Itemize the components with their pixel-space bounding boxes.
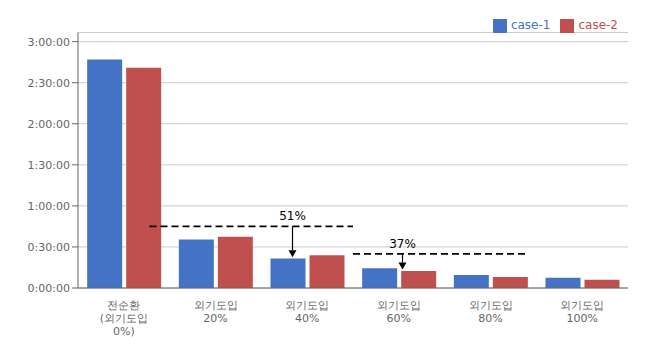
html-text:case-2: case-2 [578,18,618,32]
svg-text:1:00:00: 1:00:00 [28,200,70,213]
svg-text:전순환(외기도입0%): 전순환(외기도입0%) [100,299,148,338]
svg-text:2:00:00: 2:00:00 [28,118,70,131]
svg-text:0:00:00: 0:00:00 [28,282,70,295]
html-text:case-1: case-1 [510,18,551,32]
svg-text:2:30:00: 2:30:00 [28,77,70,90]
svg-text:51%: 51% [279,209,306,223]
svg-text:3:00:00: 3:00:00 [28,36,70,49]
svg-text:외기도입40%: 외기도입40% [285,299,329,325]
svg-text:외기도입20%: 외기도입20% [194,299,238,325]
svg-text:0:30:00: 0:30:00 [28,241,70,254]
svg-text:외기도입100%: 외기도입100% [560,299,604,325]
svg-text:외기도입60%: 외기도입60% [377,299,421,325]
svg-text:외기도입80%: 외기도입80% [469,299,513,325]
svg-text:1:30:00: 1:30:00 [28,159,70,172]
svg-text:37%: 37% [389,237,416,251]
